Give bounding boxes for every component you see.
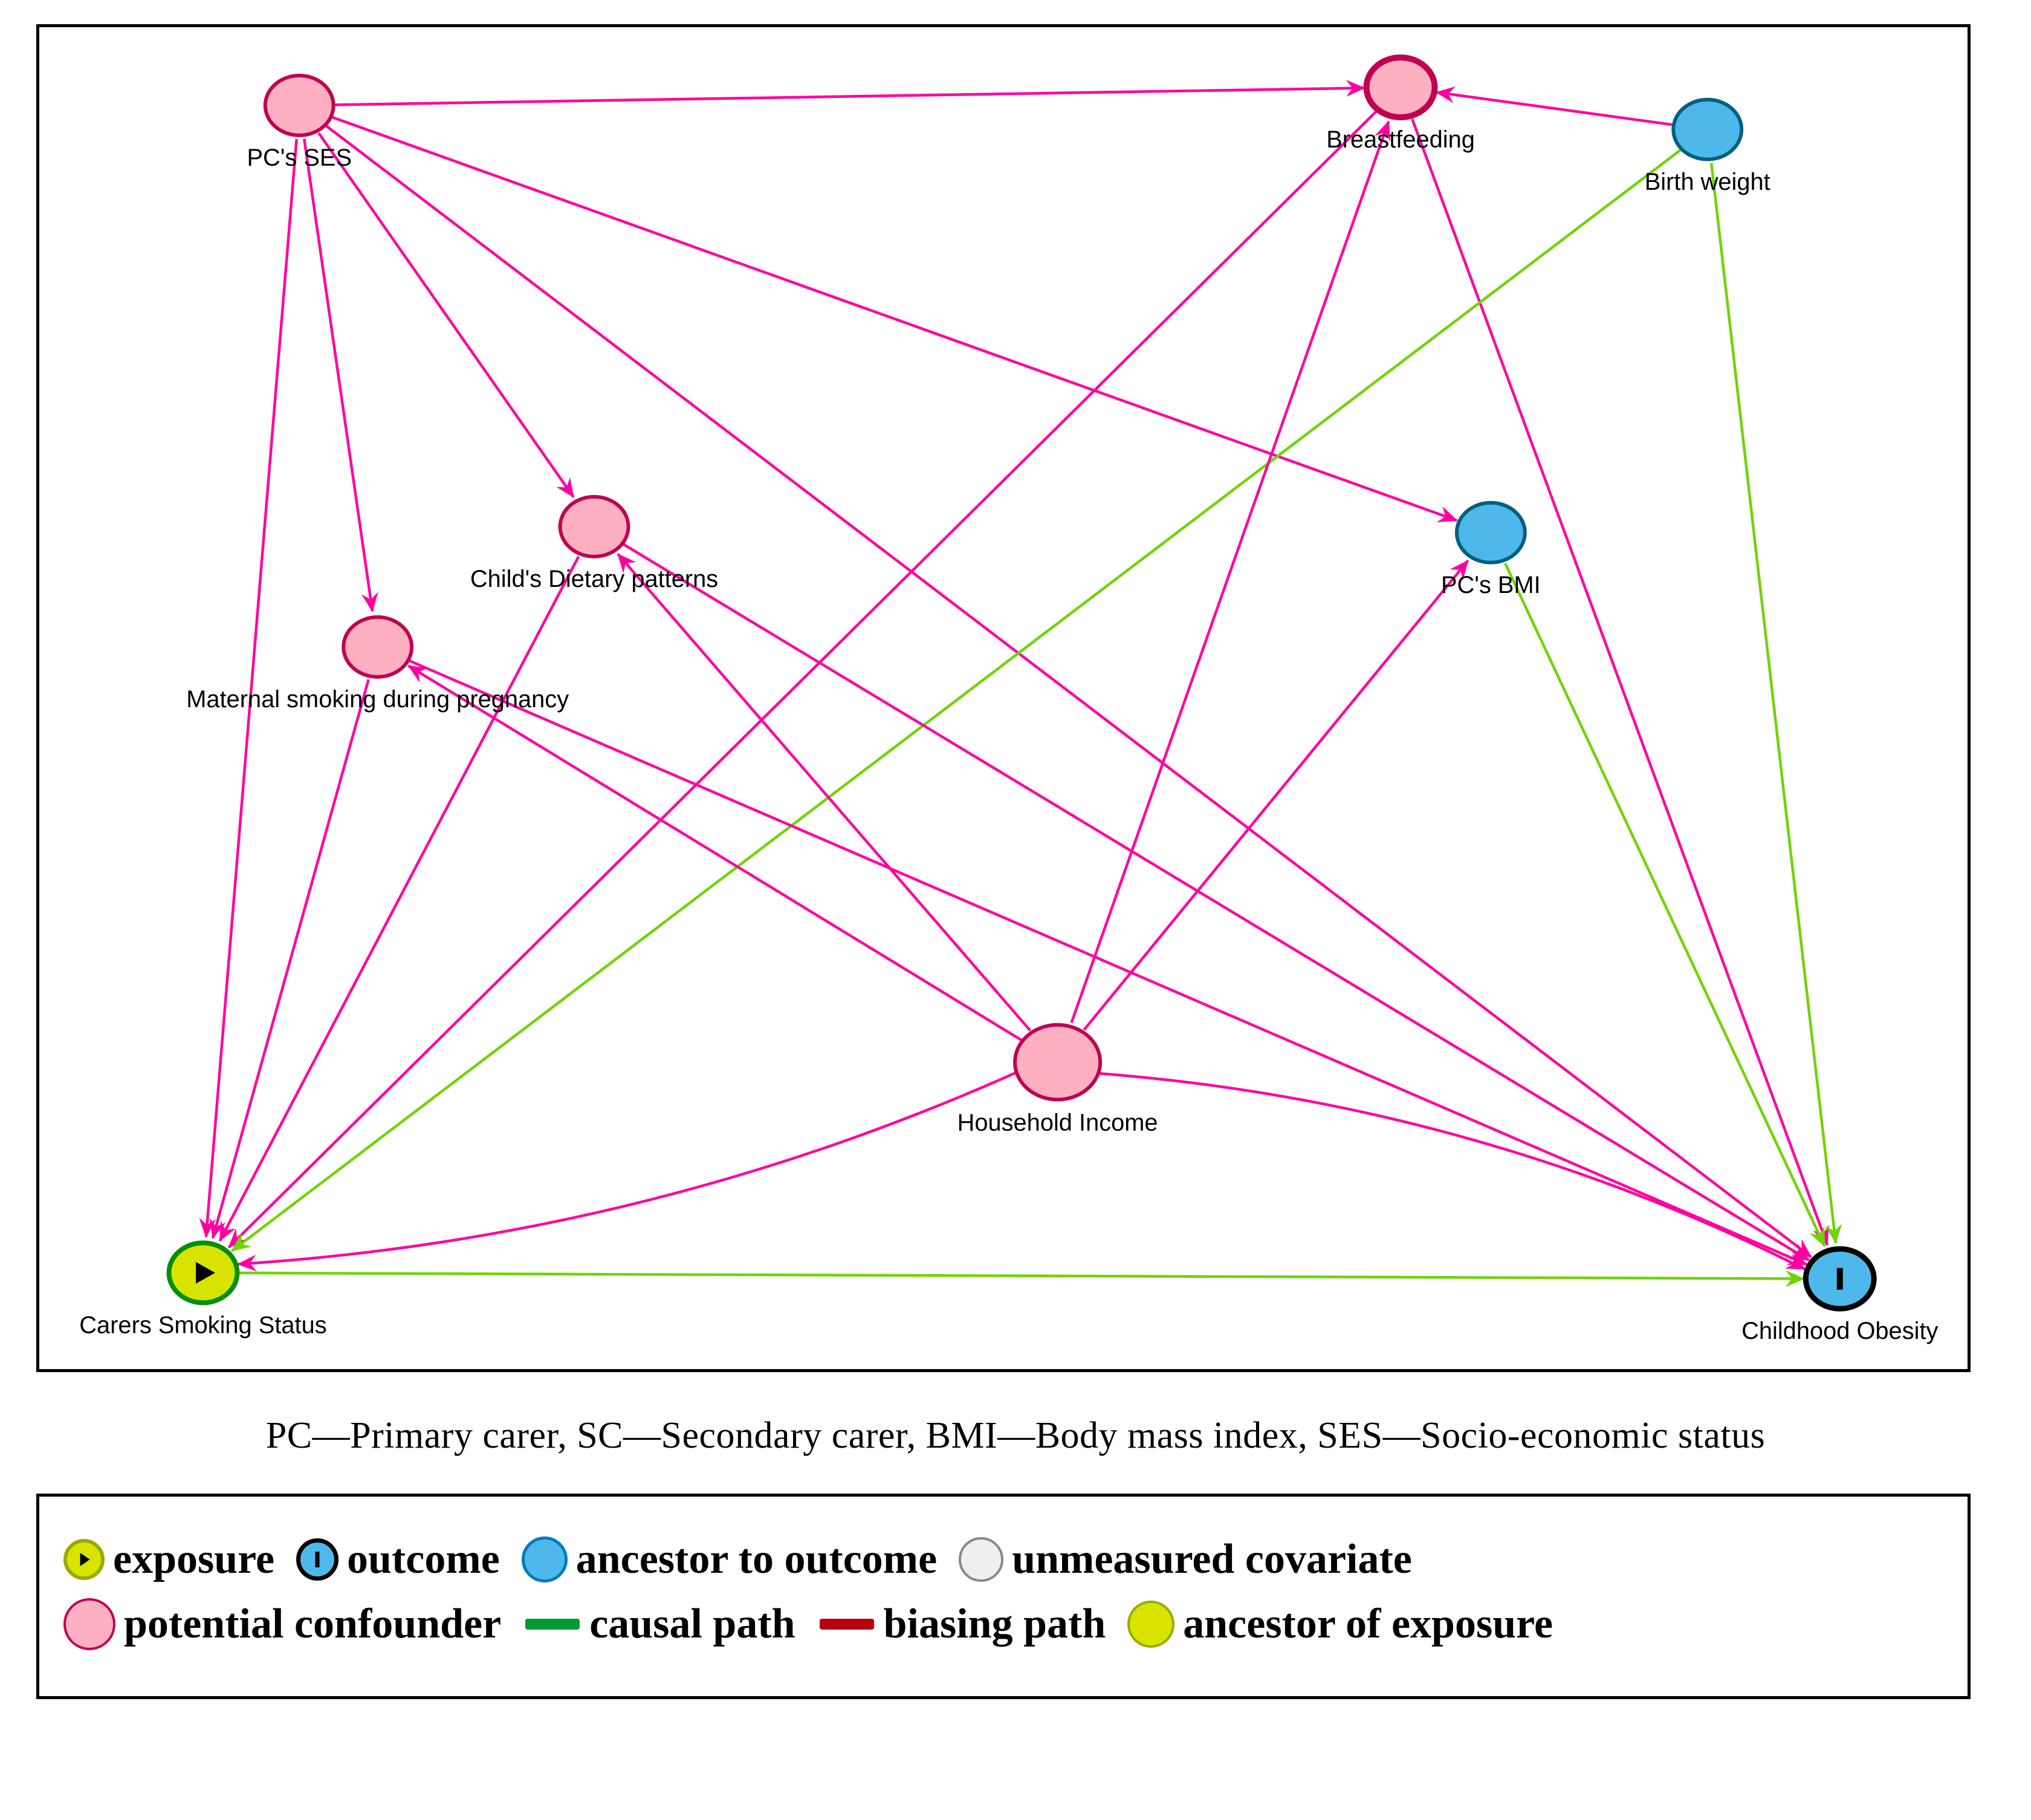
node-carers: Carers Smoking Status	[79, 1243, 326, 1338]
node-label-pcses: PC's SES	[247, 144, 352, 171]
legend-label: unmeasured covariate	[1012, 1535, 1412, 1584]
legend-row-2: potential confounder causal path biasing…	[63, 1598, 1943, 1650]
legend-item: potential confounder	[63, 1598, 501, 1650]
node-matsmok: Maternal smoking during pregnancy	[186, 617, 569, 713]
legend-item: causal path	[523, 1600, 795, 1648]
edge-pcses-to-breast	[333, 88, 1364, 105]
edge-matsmok-to-obesity	[409, 660, 1807, 1264]
node-label-birthwt: Birth weight	[1645, 169, 1770, 195]
legend-label: potential confounder	[124, 1600, 501, 1648]
edge-hh-to-pcbmi	[1084, 560, 1468, 1029]
legend-item: exposure	[63, 1535, 274, 1584]
node-label-matsmok: Maternal smoking during pregnancy	[186, 686, 569, 713]
legend-item: biasing path	[817, 1600, 1106, 1648]
node-obesity: Childhood Obesity	[1741, 1249, 1938, 1344]
node-label-diet: Child's Dietary patterns	[470, 566, 718, 592]
legend-label: outcome	[347, 1535, 500, 1584]
edge-breast-to-obesity	[1412, 119, 1827, 1245]
edge-carers-to-obesity	[237, 1273, 1804, 1279]
abbrev-caption: PC—Primary carer, SC—Secondary carer, BM…	[36, 1414, 1995, 1457]
node-label-carers: Carers Smoking Status	[79, 1312, 326, 1338]
nodes-layer: PC's SES Breastfeeding Birth weight Child's…	[79, 57, 1938, 1344]
legend-item: ancestor of exposure	[1127, 1600, 1553, 1648]
edge-pcses-to-matsmok	[304, 139, 372, 612]
node-label-breast: Breastfeeding	[1326, 126, 1475, 153]
node-label-pcbmi: PC's BMI	[1441, 572, 1541, 598]
legend-label: exposure	[113, 1535, 274, 1584]
node-pcses: PC's SES	[247, 76, 352, 171]
legend-item: outcome	[296, 1535, 500, 1584]
node-birthwt: Birth weight	[1645, 100, 1770, 195]
legend: exposure outcome ancestor to outcome unm…	[36, 1494, 1971, 1699]
legend-label: causal path	[589, 1600, 795, 1648]
edge-matsmok-to-carers	[213, 679, 369, 1238]
edge-hh-to-diet	[618, 554, 1030, 1031]
edge-pcses-to-diet	[319, 133, 574, 497]
node-pcbmi: PC's BMI	[1441, 503, 1541, 598]
edge-breast-to-carers	[228, 111, 1376, 1248]
legend-row-1: exposure outcome ancestor to outcome unm…	[63, 1535, 1943, 1584]
node-hh: Household Income	[957, 1025, 1158, 1136]
legend-label: ancestor to outcome	[576, 1535, 937, 1584]
dag-graph: PC's SES Breastfeeding Birth weight Child's…	[36, 24, 1971, 1372]
legend-item: ancestor to outcome	[522, 1535, 937, 1584]
edge-birthwt-to-obesity	[1711, 163, 1836, 1243]
node-breast: Breastfeeding	[1326, 57, 1475, 153]
legend-item: unmeasured covariate	[959, 1535, 1412, 1584]
edge-pcbmi-to-obesity	[1505, 563, 1824, 1246]
edge-pcses-to-pcbmi	[331, 117, 1457, 520]
dag-svg: PC's SES Breastfeeding Birth weight Child's…	[39, 27, 1968, 1369]
edge-hh-to-carers	[238, 1072, 1017, 1265]
edge-diet-to-obesity	[623, 544, 1809, 1260]
legend-label: biasing path	[884, 1600, 1106, 1648]
edge-birthwt-to-breast	[1436, 92, 1674, 125]
legend-label: ancestor of exposure	[1183, 1600, 1553, 1648]
node-label-obesity: Childhood Obesity	[1741, 1318, 1938, 1344]
node-diet: Child's Dietary patterns	[470, 497, 718, 592]
edges-layer	[206, 88, 1836, 1279]
node-label-hh: Household Income	[957, 1109, 1158, 1136]
